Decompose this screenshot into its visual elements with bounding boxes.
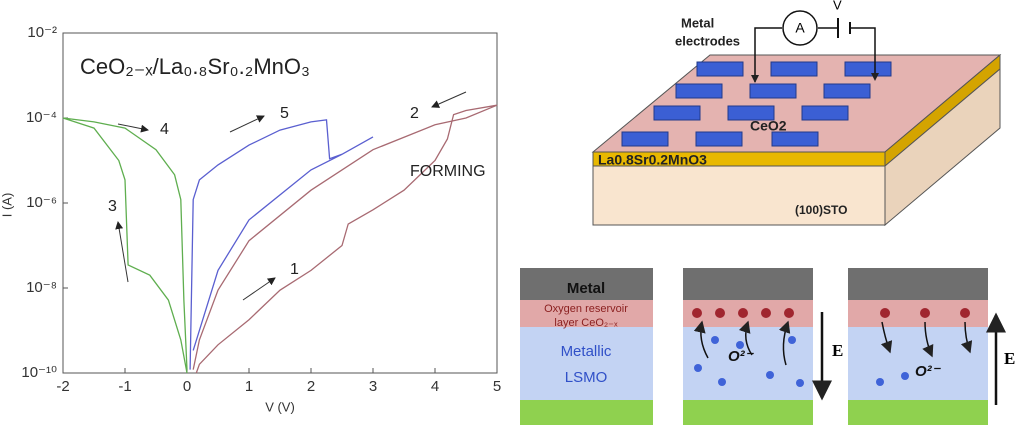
annotation: 5: [280, 105, 289, 122]
x-tick-label: 1: [245, 378, 253, 395]
chart-title: CeO₂₋ₓ/La₀.₈Sr₀.₂MnO₃: [80, 54, 310, 79]
substrate-layer: [520, 400, 653, 425]
annotation: 3: [108, 198, 117, 215]
electrode: [727, 105, 775, 121]
metal-layer: [683, 268, 813, 300]
metal-layer: [520, 268, 653, 300]
y-tick-label: 10⁻⁴: [26, 109, 57, 126]
x-tick-label: -2: [56, 378, 69, 395]
field-label: E: [832, 341, 843, 360]
stack-panels: [520, 268, 988, 425]
annotation: FORMING: [410, 163, 486, 180]
ions-bulk: [694, 336, 909, 387]
annotation-arrow: [117, 123, 149, 133]
lsmo-layer: [520, 327, 653, 400]
metal-label: Metal: [567, 280, 605, 297]
sto-side: [884, 67, 1001, 227]
electrode: [696, 61, 744, 77]
annotation: 1: [290, 261, 299, 278]
annotation-arrow: [431, 91, 467, 108]
ceo2-label: CeO2: [750, 118, 787, 134]
substrate-layer: [683, 400, 813, 425]
x-tick-label: 5: [493, 378, 501, 395]
x-tick-label: -1: [118, 378, 131, 395]
y-tick-label: 10⁻⁶: [26, 194, 57, 211]
electrode: [823, 83, 871, 99]
electrodes-label: Metal: [681, 15, 714, 30]
ammeter-symbol: [782, 10, 818, 46]
ion-label: O²⁻: [728, 348, 755, 365]
curve: [62, 117, 188, 374]
electrode: [675, 83, 723, 99]
electrode: [621, 131, 669, 147]
metallic-label: Metallic: [561, 343, 612, 360]
y-tick-label: 10⁻²: [27, 24, 57, 41]
field-label: E: [1004, 349, 1015, 368]
lsmo-label: La0.8Sr0.2MnO3: [598, 152, 707, 168]
reservoir-layer: [520, 300, 653, 327]
y-axis-label: I (A): [0, 193, 14, 218]
electrodes-label: electrodes: [675, 33, 740, 48]
annotation: 4: [160, 121, 169, 138]
annotation-arrow: [115, 221, 129, 283]
annotation: 2: [410, 105, 419, 122]
chart: CeO₂₋ₓ/La₀.₈Sr₀.₂MnO₃ V (V) I (A) -2 -1 0 1…: [0, 24, 501, 414]
reservoir-label: layer CeO₂₋ₓ: [554, 317, 618, 329]
electrode: [844, 61, 892, 77]
ion-arrows: [693, 320, 973, 366]
electrode: [749, 83, 797, 99]
x-tick-label: 0: [183, 378, 191, 395]
substrate-label: (100)STO: [795, 203, 847, 217]
lsmo-layer: [848, 327, 988, 400]
electrode: [770, 61, 818, 77]
annotation-arrow: [242, 277, 276, 301]
metallic-label: LSMO: [565, 369, 608, 386]
electrode: [801, 105, 849, 121]
x-tick-label: 2: [307, 378, 315, 395]
y-tick-label: 10⁻¹⁰: [21, 364, 57, 381]
curve: [189, 119, 374, 370]
ions-top: [692, 308, 970, 318]
metal-layer: [848, 268, 988, 300]
electrodes: [621, 61, 892, 147]
ion-label: O²⁻: [915, 363, 942, 380]
annotation-arrow: [229, 115, 265, 133]
curve: [192, 104, 498, 374]
electrode: [695, 131, 743, 147]
voltage-label: V: [833, 0, 842, 12]
y-tick-label: 10⁻⁸: [26, 279, 57, 296]
plot-frame: [62, 32, 498, 374]
x-tick-label: 4: [431, 378, 439, 395]
electrode: [653, 105, 701, 121]
x-tick-label: 3: [369, 378, 377, 395]
x-axis-label: V (V): [265, 399, 295, 414]
ammeter-label: A: [795, 20, 805, 36]
electrode: [771, 131, 819, 147]
substrate-layer: [848, 400, 988, 425]
diagram: A V Metal electrodes CeO2 La0.8Sr0.2MnO3…: [520, 0, 1015, 425]
reservoir-label: Oxygen reservoir: [544, 303, 628, 315]
